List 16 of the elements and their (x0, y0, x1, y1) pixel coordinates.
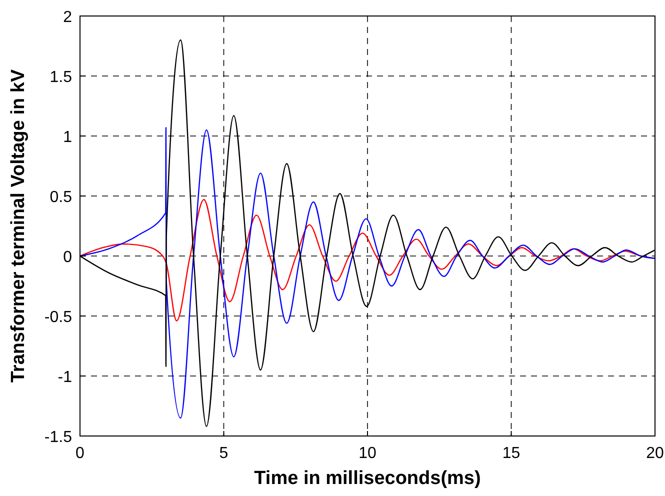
x-tick-label: 0 (76, 445, 85, 462)
y-tick-label: 2 (63, 9, 72, 26)
line-series (80, 127, 655, 419)
x-tick-label: 5 (219, 445, 228, 462)
y-tick-label: -1 (58, 369, 72, 386)
y-tick-label: 1 (63, 129, 72, 146)
x-axis-title: Time in milliseconds(ms) (254, 468, 481, 489)
x-tick-label: 20 (646, 445, 664, 462)
y-axis-title: Transformer terminal Voltage in kV (8, 69, 29, 383)
y-tick-label: 0 (63, 249, 72, 266)
y-tick-label: -1.5 (44, 429, 72, 446)
y-tick-label: 0.5 (50, 189, 72, 206)
x-tick-label: 15 (502, 445, 520, 462)
y-tick-label: -0.5 (44, 309, 72, 326)
x-tick-label: 10 (358, 445, 376, 462)
y-tick-label: 1.5 (50, 69, 72, 86)
